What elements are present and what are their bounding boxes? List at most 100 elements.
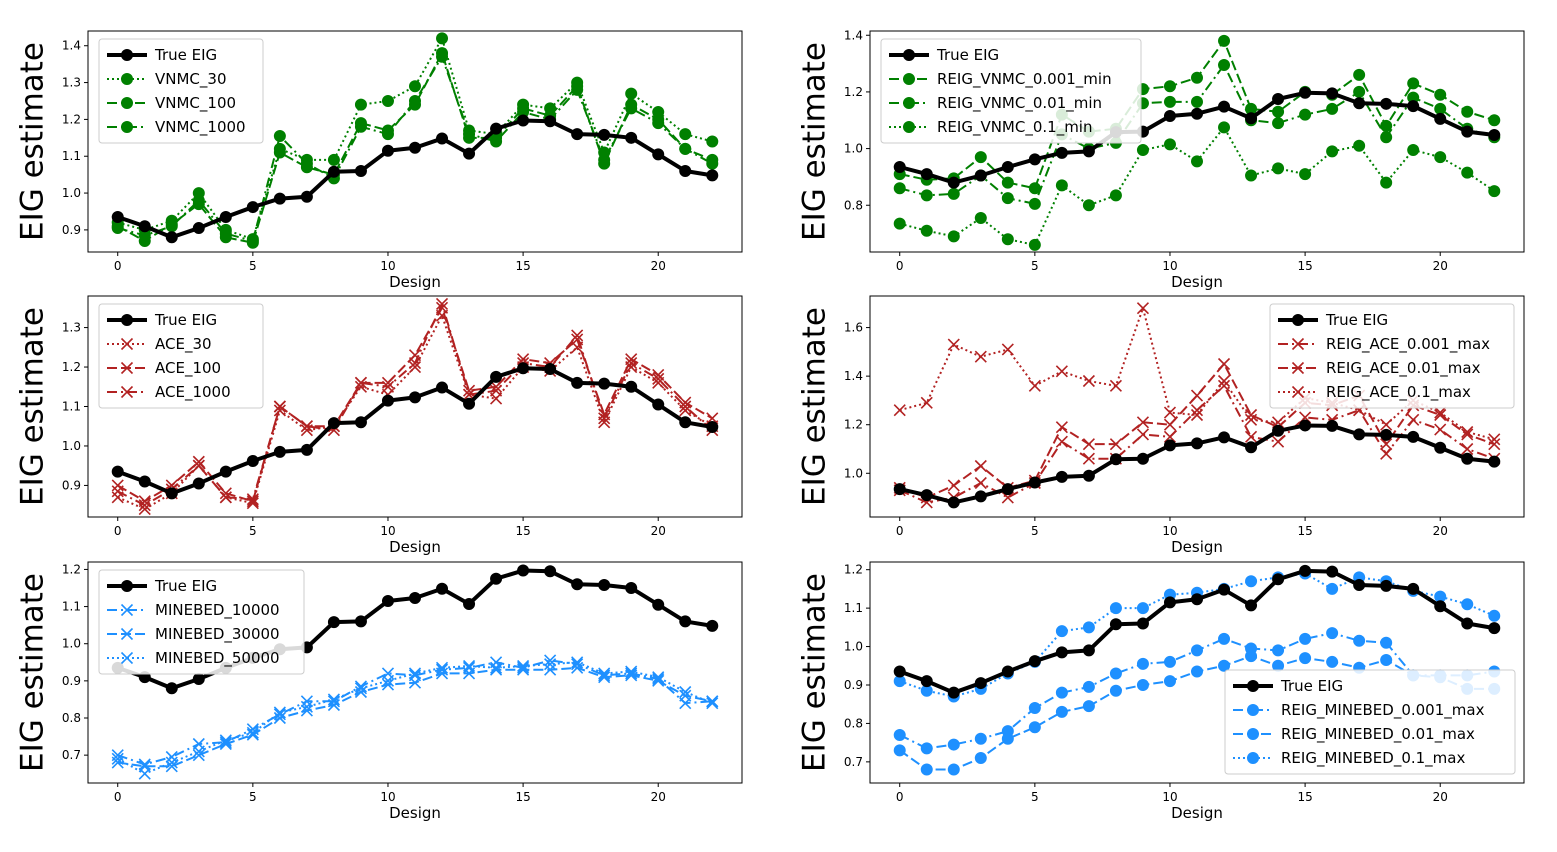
data-point xyxy=(1163,439,1176,452)
data-point xyxy=(165,756,178,769)
legend-item: ACE_100 xyxy=(107,359,221,378)
legend-item: True EIG xyxy=(1233,677,1343,695)
legend-marker xyxy=(121,49,133,61)
legend-label: True EIG xyxy=(936,46,999,64)
legend-label: REIG_MINEBED_0.001_max xyxy=(1281,701,1485,720)
data-point xyxy=(354,682,368,695)
data-point xyxy=(409,592,421,605)
legend-box xyxy=(880,38,1142,144)
data-point xyxy=(652,598,665,611)
legend-label: REIG_VNMC_0.001_min xyxy=(937,70,1112,89)
data-point xyxy=(1461,617,1474,630)
data-point xyxy=(1028,153,1041,166)
data-point xyxy=(598,579,611,592)
data-point xyxy=(1272,162,1285,175)
data-point xyxy=(947,686,960,699)
data-point xyxy=(1055,686,1068,699)
series-true-eig xyxy=(893,564,1501,699)
data-point xyxy=(1218,431,1231,444)
series-minebed-30000 xyxy=(111,661,719,773)
data-point xyxy=(598,128,611,141)
data-point xyxy=(706,135,719,148)
data-point xyxy=(1163,418,1177,431)
data-point xyxy=(1326,655,1339,668)
data-point xyxy=(381,678,395,691)
data-point xyxy=(1272,644,1285,657)
x-axis-label: Design xyxy=(1171,804,1223,822)
data-point xyxy=(1299,564,1312,577)
data-point xyxy=(300,700,313,713)
data-point xyxy=(381,380,395,393)
data-point xyxy=(571,656,584,669)
data-point xyxy=(1163,675,1176,688)
data-point xyxy=(652,117,665,130)
data-point xyxy=(327,165,340,178)
data-point xyxy=(1163,406,1177,419)
data-point xyxy=(1488,128,1501,141)
data-point xyxy=(517,362,530,375)
data-point xyxy=(679,416,692,429)
chart-reig-ace: 0 5 10 15 20 1.0 1.2 1.4 1.6 Design EIG estimate Tr… xyxy=(797,295,1525,556)
data-point xyxy=(652,671,665,684)
data-point xyxy=(409,94,421,107)
legend-item: True EIG xyxy=(1278,311,1388,329)
legend-label: VNMC_100 xyxy=(155,94,236,113)
series-line xyxy=(899,363,1495,499)
data-point xyxy=(490,661,503,674)
data-point xyxy=(1136,144,1149,156)
data-point xyxy=(1353,97,1366,110)
data-point xyxy=(679,685,692,699)
data-point xyxy=(1488,114,1501,127)
series-line xyxy=(117,37,713,241)
data-point xyxy=(1163,430,1177,443)
data-point xyxy=(219,227,232,240)
y-tick-label: 1.0 xyxy=(62,439,81,453)
x-tick-label: 15 xyxy=(1297,790,1312,804)
data-point xyxy=(1136,416,1150,429)
x-tick-label: 0 xyxy=(896,790,904,804)
data-point xyxy=(893,182,906,195)
data-point xyxy=(1488,609,1501,622)
data-point xyxy=(381,94,394,107)
legend: True EIG REIG_MINEBED_0.001_max REIG_MINEB… xyxy=(1224,669,1516,775)
data-point xyxy=(354,98,367,111)
data-point xyxy=(327,693,340,706)
data-point xyxy=(435,661,449,674)
data-point xyxy=(598,667,611,680)
x-axis-label: Design xyxy=(389,804,441,822)
legend-item: REIG_MINEBED_0.01_max xyxy=(1233,725,1475,744)
data-point xyxy=(436,32,449,45)
series-minebed-50000 xyxy=(111,656,719,780)
legend-item: REIG_ACE_0.01_max xyxy=(1278,359,1481,378)
x-tick-label: 10 xyxy=(1162,259,1177,273)
data-point xyxy=(517,564,530,577)
data-point xyxy=(1326,565,1339,578)
data-point xyxy=(192,222,205,235)
y-tick-label: 0.8 xyxy=(844,716,863,730)
data-point xyxy=(517,661,530,674)
data-point xyxy=(1244,408,1258,422)
legend-label: REIG_ACE_0.01_max xyxy=(1326,359,1481,378)
data-point xyxy=(1434,600,1447,613)
y-tick-label: 1.3 xyxy=(62,321,81,335)
data-point xyxy=(706,619,719,632)
legend-item: True EIG xyxy=(107,311,217,329)
data-point xyxy=(1163,80,1176,93)
data-point xyxy=(1028,476,1041,489)
data-point xyxy=(408,667,422,680)
data-point xyxy=(974,151,987,164)
data-point xyxy=(463,397,476,410)
y-tick-label: 1.0 xyxy=(62,637,81,651)
data-point xyxy=(1109,667,1122,680)
x-axis-label: Design xyxy=(389,273,441,291)
data-point xyxy=(544,115,557,128)
data-point xyxy=(1434,423,1447,436)
data-point xyxy=(947,187,960,200)
data-point xyxy=(920,489,933,502)
legend-marker xyxy=(121,97,133,109)
legend: True EIG REIG_VNMC_0.001_min REIG_VNMC_0.0… xyxy=(880,38,1142,144)
data-point xyxy=(354,164,367,177)
data-point xyxy=(192,459,205,472)
data-point xyxy=(1055,146,1068,159)
data-point xyxy=(706,169,719,182)
